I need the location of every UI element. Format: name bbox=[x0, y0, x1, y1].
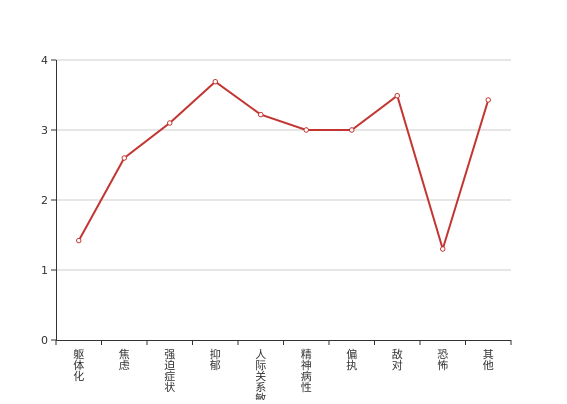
y-tick-label: 1 bbox=[41, 264, 48, 277]
grid-lines bbox=[56, 59, 511, 271]
series-layer bbox=[77, 80, 490, 250]
data-point[interactable] bbox=[303, 127, 309, 133]
data-point[interactable] bbox=[258, 111, 264, 118]
x-tick-label: 躯体化 bbox=[73, 348, 84, 383]
data-point[interactable] bbox=[349, 127, 355, 133]
x-tick-label: 精神病性 bbox=[301, 348, 312, 394]
data-point[interactable] bbox=[394, 93, 400, 99]
series-line bbox=[77, 80, 490, 250]
y-tick-labels: 0 1 2 3 4 bbox=[41, 54, 48, 347]
data-point[interactable] bbox=[121, 155, 127, 161]
data-points bbox=[76, 79, 491, 252]
x-tick-label: 强迫症状 bbox=[164, 348, 175, 394]
data-point[interactable] bbox=[212, 79, 218, 85]
x-tick-label: 人际关系敏感 bbox=[255, 348, 266, 400]
x-tick-labels: 躯体化 焦虑 强迫症状 抑郁 人际关系敏感 精神病性 偏执 敌对 恐怖 其他 bbox=[73, 347, 494, 400]
data-point[interactable] bbox=[485, 97, 491, 103]
data-point[interactable] bbox=[440, 246, 446, 252]
y-tick-label: 2 bbox=[41, 194, 48, 207]
x-tick-label: 敌对 bbox=[392, 347, 403, 372]
x-tick-label: 偏执 bbox=[346, 347, 357, 372]
x-tick-label: 恐怖 bbox=[437, 348, 448, 372]
axes bbox=[51, 59, 512, 345]
y-tick-label: 3 bbox=[41, 124, 48, 137]
x-tick-label: 其他 bbox=[483, 348, 494, 372]
data-point[interactable] bbox=[76, 237, 82, 244]
y-tick-label: 0 bbox=[41, 334, 48, 347]
y-tick-label: 4 bbox=[41, 54, 48, 67]
x-tick-label: 抑郁 bbox=[210, 347, 221, 372]
data-point[interactable] bbox=[167, 120, 173, 126]
x-tick-label: 焦虑 bbox=[119, 348, 130, 372]
